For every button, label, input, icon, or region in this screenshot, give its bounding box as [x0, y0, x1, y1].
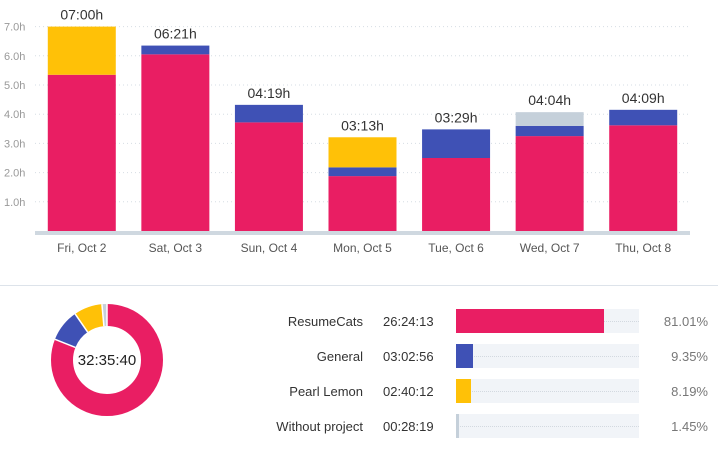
project-bar-track	[456, 309, 639, 333]
project-row[interactable]: ResumeCats 26:24:13 81.01%	[0, 308, 718, 336]
bar-total-label: 04:19h	[248, 85, 291, 101]
bar-total-label: 04:09h	[622, 90, 665, 106]
bar-segment[interactable]	[47, 26, 116, 75]
bar-segment[interactable]	[422, 129, 491, 158]
x-tick-label: Sun, Oct 4	[241, 241, 298, 255]
project-bar-track	[456, 379, 639, 403]
project-bar-fill	[456, 379, 471, 403]
x-axis-baseline	[35, 231, 690, 235]
y-tick-label: 2.0h	[4, 168, 25, 180]
bar-total-label: 07:00h	[60, 7, 103, 23]
project-row[interactable]: General 03:02:56 9.35%	[0, 343, 718, 371]
bar-segment[interactable]	[328, 137, 397, 168]
donut-total-time: 32:35:40	[78, 352, 136, 369]
x-tick-label: Tue, Oct 6	[428, 241, 484, 255]
project-bar-fill	[456, 309, 605, 333]
bars	[47, 26, 678, 232]
project-row[interactable]: Without project 00:28:19 1.45%	[0, 413, 718, 441]
y-tick-label: 4.0h	[4, 109, 25, 121]
project-time: 02:40:12	[383, 384, 434, 399]
y-axis-ticks: 1.0h 2.0h 3.0h 4.0h 5.0h 6.0h 7.0h	[4, 22, 25, 209]
x-axis-ticks: Fri, Oct 2 Sat, Oct 3 Sun, Oct 4 Mon, Oct 5…	[57, 241, 671, 255]
bar-total-labels: 07:00h 06:21h 04:19h 03:13h 03:29h 04:04h 04:0…	[60, 7, 664, 134]
project-percent: 8.19%	[671, 384, 708, 399]
grid-lines	[35, 26, 690, 235]
project-name: Without project	[276, 419, 363, 434]
y-tick-label: 7.0h	[4, 22, 25, 34]
section-divider	[0, 285, 718, 286]
bar-segment[interactable]	[328, 176, 397, 231]
bar-total-label: 06:21h	[154, 26, 197, 42]
donut-separator	[54, 338, 76, 349]
project-time: 00:28:19	[383, 419, 434, 434]
bar-segment[interactable]	[515, 112, 584, 126]
bar-segment[interactable]	[234, 122, 303, 231]
project-name: General	[316, 349, 363, 364]
project-name: ResumeCats	[287, 314, 363, 329]
bar-segment[interactable]	[609, 125, 678, 231]
donut-chart: 32:35:40	[51, 304, 163, 416]
donut-separator	[101, 304, 105, 327]
project-bar-track	[456, 414, 639, 438]
bar-total-label: 03:29h	[435, 109, 478, 125]
daily-bar-chart: 1.0h 2.0h 3.0h 4.0h 5.0h 6.0h 7.0h 07:00h 06:21…	[4, 7, 690, 255]
x-tick-label: Fri, Oct 2	[57, 241, 107, 255]
donut-slices	[51, 304, 163, 416]
project-row[interactable]: Pearl Lemon 02:40:12 8.19%	[0, 378, 718, 406]
y-tick-label: 5.0h	[4, 80, 25, 92]
project-bar-fill	[456, 344, 474, 368]
project-bar-fill	[456, 414, 459, 438]
project-percent: 1.45%	[671, 419, 708, 434]
bar-segment[interactable]	[609, 109, 678, 126]
y-tick-label: 1.0h	[4, 197, 25, 209]
bar-segment[interactable]	[328, 167, 397, 177]
donut-separator	[74, 313, 89, 333]
y-tick-label: 6.0h	[4, 51, 25, 63]
bar-segment[interactable]	[515, 136, 584, 231]
x-tick-label: Wed, Oct 7	[520, 241, 580, 255]
x-tick-label: Sat, Oct 3	[149, 241, 203, 255]
bar-segment[interactable]	[515, 125, 584, 137]
project-percent: 9.35%	[671, 349, 708, 364]
bar-segment[interactable]	[234, 104, 303, 123]
project-percent: 81.01%	[663, 314, 708, 329]
bar-segment[interactable]	[47, 74, 116, 231]
project-time: 03:02:56	[383, 349, 434, 364]
bar-total-label: 04:04h	[528, 92, 571, 108]
project-time: 26:24:13	[383, 314, 434, 329]
bar-segment[interactable]	[141, 54, 210, 232]
project-name: Pearl Lemon	[289, 384, 363, 399]
bar-total-label: 03:13h	[341, 117, 384, 133]
y-tick-label: 3.0h	[4, 138, 25, 150]
project-breakdown: ResumeCats 26:24:13 81.01% General 03:02:56 9…	[0, 300, 718, 450]
x-tick-label: Mon, Oct 5	[333, 241, 392, 255]
project-bar-track	[456, 344, 639, 368]
x-tick-label: Thu, Oct 8	[615, 241, 671, 255]
bar-segment[interactable]	[422, 158, 491, 231]
bar-segment[interactable]	[141, 45, 210, 55]
